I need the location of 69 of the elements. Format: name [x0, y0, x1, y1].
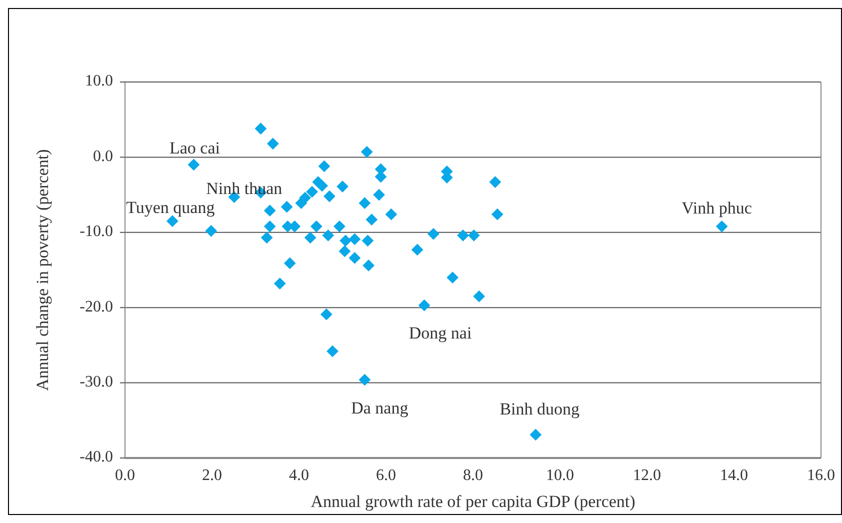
point [489, 176, 502, 188]
x-tick-label: 16.0 [807, 467, 835, 484]
point [318, 160, 330, 172]
point [188, 158, 200, 171]
point [530, 428, 542, 441]
point [358, 374, 371, 386]
point [280, 200, 293, 213]
point [264, 220, 276, 232]
annotation: Ninh thuan [206, 178, 283, 198]
point [338, 245, 351, 258]
point [411, 244, 424, 256]
point [340, 234, 352, 247]
point [348, 252, 361, 264]
point [284, 257, 296, 270]
point [306, 186, 318, 198]
x-tick-label: 14.0 [720, 467, 748, 484]
x-axis-title: Annual growth rate of per capita GDP (percent) [310, 492, 636, 511]
point [491, 208, 504, 220]
y-tick-label: -20.0 [80, 298, 113, 316]
x-tick-label: 10.0 [546, 467, 574, 484]
point [336, 180, 348, 192]
point [385, 208, 398, 220]
point [473, 290, 486, 302]
point [205, 224, 218, 237]
point [299, 192, 312, 204]
y-tick-label: -40.0 [80, 448, 113, 466]
point [324, 190, 336, 202]
point [316, 180, 328, 192]
y-tick-label: 10.0 [85, 72, 113, 90]
point [468, 229, 480, 242]
point [366, 214, 378, 226]
point [358, 197, 371, 210]
annotation: Tuyen quang [126, 198, 216, 218]
point [427, 228, 440, 240]
point [418, 299, 430, 312]
point [304, 232, 316, 244]
x-tick-label: 8.0 [463, 467, 483, 484]
x-tick-label: 4.0 [289, 467, 309, 484]
point [310, 220, 322, 232]
y-tick-label: 0.0 [93, 148, 113, 165]
point [362, 234, 374, 247]
x-tick-label: 6.0 [376, 467, 396, 484]
point [264, 204, 276, 217]
x-tick-label: 0.0 [115, 467, 135, 484]
annotation: Dong nai [408, 323, 472, 342]
point [326, 345, 338, 358]
point [322, 229, 334, 242]
x-tick-label: 12.0 [633, 467, 661, 484]
point [457, 229, 469, 242]
point [274, 278, 286, 290]
point [254, 122, 267, 135]
point [348, 233, 361, 246]
y-axis-title: Annual change in poverty (percent) [33, 149, 52, 391]
point [362, 260, 375, 272]
x-tick-label: 2.0 [202, 467, 222, 484]
y-tick-label: -30.0 [80, 373, 113, 390]
annotation: Binh duong [500, 400, 580, 419]
point [360, 146, 373, 158]
point [373, 188, 385, 201]
annotation: Da nang [351, 398, 409, 418]
point [334, 220, 346, 232]
point [716, 220, 728, 232]
annotation: Lao cai [169, 138, 220, 158]
point [260, 232, 273, 244]
y-tick-label: -10.0 [80, 223, 113, 240]
point [320, 308, 332, 320]
annotation: Vinh phuc [682, 198, 752, 218]
point [446, 272, 458, 284]
point [266, 138, 279, 150]
